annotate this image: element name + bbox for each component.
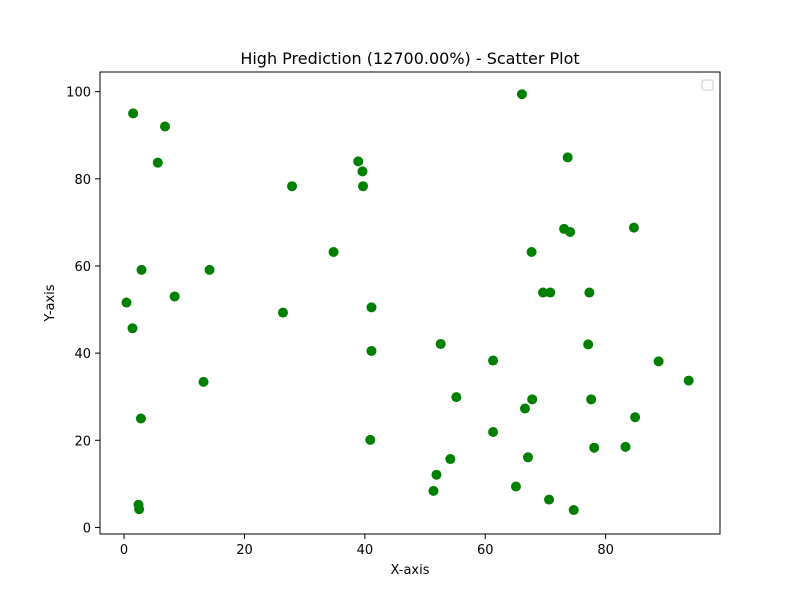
- data-point: [160, 121, 171, 132]
- data-point: [510, 481, 521, 492]
- data-point: [522, 452, 533, 463]
- data-point: [445, 454, 456, 465]
- y-tick-label: 40: [74, 347, 91, 362]
- data-point: [586, 394, 597, 405]
- data-point: [353, 156, 364, 167]
- y-axis-ticks: 0 20 40 60 80 100: [66, 86, 100, 536]
- data-point: [545, 287, 556, 298]
- data-point: [431, 469, 442, 480]
- data-point: [630, 412, 641, 423]
- data-point: [169, 291, 180, 302]
- x-axis-ticks: 0 20 40 60 80: [120, 534, 614, 558]
- x-tick-label: 40: [357, 543, 374, 558]
- data-point: [538, 287, 549, 298]
- data-point: [287, 181, 298, 192]
- data-point: [628, 222, 639, 233]
- data-point: [488, 355, 499, 366]
- data-point: [366, 302, 377, 313]
- data-point: [653, 356, 664, 367]
- legend-box: [701, 79, 714, 91]
- x-tick-label: 20: [236, 543, 253, 558]
- data-point: [328, 247, 339, 258]
- data-point: [365, 434, 376, 445]
- y-tick-label: 80: [74, 173, 91, 188]
- data-point: [568, 505, 579, 516]
- data-point: [136, 264, 147, 275]
- y-tick-label: 0: [83, 521, 91, 536]
- y-tick-label: 100: [66, 86, 91, 101]
- data-point: [358, 181, 369, 192]
- data-point: [562, 152, 573, 163]
- data-point: [565, 226, 576, 237]
- data-point: [134, 504, 145, 515]
- x-axis-label: X-axis: [391, 563, 430, 578]
- x-tick-label: 80: [597, 543, 614, 558]
- data-point: [366, 345, 377, 356]
- data-point: [584, 287, 595, 298]
- data-point: [683, 375, 694, 386]
- plot-area-frame: [99, 71, 721, 535]
- y-axis-label: Y-axis: [43, 284, 58, 322]
- data-point: [620, 441, 631, 452]
- data-point: [519, 403, 530, 414]
- data-point: [127, 323, 138, 334]
- points-layer: [121, 89, 694, 516]
- data-point: [277, 307, 288, 318]
- data-point: [152, 157, 163, 168]
- data-point: [428, 485, 439, 496]
- data-point: [451, 392, 462, 403]
- data-point: [526, 247, 537, 258]
- data-point: [516, 89, 527, 100]
- chart-title: High Prediction (12700.00%) - Scatter Pl…: [240, 49, 579, 68]
- y-tick-label: 20: [74, 434, 91, 449]
- data-point: [198, 376, 209, 387]
- data-point: [357, 166, 368, 177]
- data-point: [121, 297, 132, 308]
- data-point: [135, 413, 146, 424]
- data-point: [583, 339, 594, 350]
- data-point: [589, 442, 600, 453]
- y-tick-label: 60: [74, 260, 91, 275]
- data-point: [128, 108, 139, 119]
- data-point: [527, 394, 538, 405]
- data-point: [204, 264, 215, 275]
- data-point: [435, 338, 446, 349]
- data-point: [488, 427, 499, 438]
- x-tick-label: 0: [120, 543, 128, 558]
- data-point: [544, 494, 555, 505]
- x-tick-label: 60: [477, 543, 494, 558]
